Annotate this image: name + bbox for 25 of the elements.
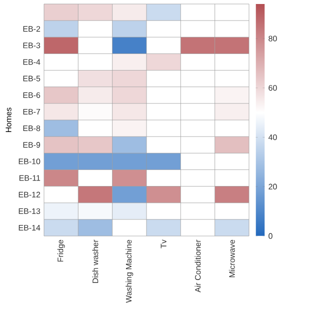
y-tick-label: EB-12 — [18, 192, 40, 198]
x-tick-label: Dish washer — [92, 240, 98, 283]
y-tick-label: EB-3 — [23, 42, 40, 48]
x-tick-label: Fridge — [57, 240, 65, 262]
y-tick-label: EB-8 — [23, 125, 40, 132]
y-tick-label: EB-7 — [23, 108, 40, 114]
y-tick-label: EB-11 — [19, 175, 40, 181]
color-bar-label: 80 — [268, 36, 277, 42]
x-tick-label: Washing Machine — [126, 240, 134, 303]
y-tick-label: EB-14 — [18, 224, 40, 230]
color-bar-label: 40 — [268, 134, 277, 140]
x-tick-label: Air Conditioner — [194, 240, 201, 292]
y-tick-label: EB-13 — [18, 208, 40, 214]
y-axis-title: Homes — [6, 108, 12, 132]
y-tick-label: EB-2 — [23, 26, 40, 32]
y-tick-label: EB-10 — [18, 158, 40, 164]
color-bar-label: 20 — [268, 184, 277, 190]
color-bar-label: 0 — [268, 233, 272, 239]
y-tick-label: EB-6 — [23, 92, 40, 98]
color-bar-label: 60 — [268, 85, 277, 91]
x-tick-label: Microwave — [228, 240, 235, 278]
y-tick-label: EB-4 — [23, 59, 40, 65]
y-tick-label: EB-5 — [23, 76, 40, 82]
x-tick-label: Tv — [160, 240, 166, 248]
y-tick-label: EB-9 — [23, 142, 40, 148]
